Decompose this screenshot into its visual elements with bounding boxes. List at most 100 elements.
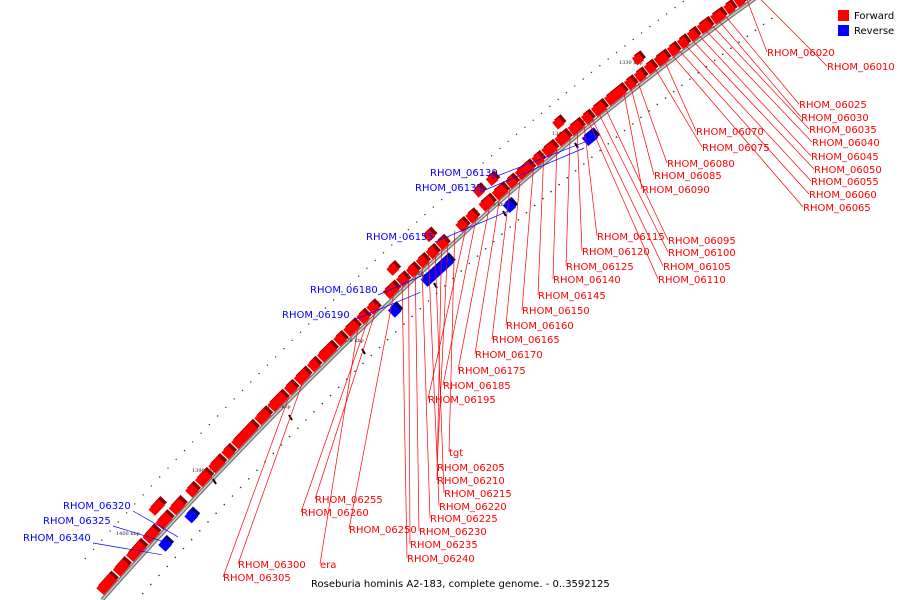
gene-label[interactable]: RHOM_06095 — [668, 236, 736, 247]
gene-label[interactable]: RHOM_06100 — [668, 248, 736, 259]
leader-line — [629, 82, 655, 176]
scale-dots — [84, 0, 773, 595]
gene-label[interactable]: RHOM_06215 — [444, 489, 512, 500]
leader-line — [537, 153, 545, 296]
gene-label[interactable]: RHOM_06120 — [582, 247, 650, 258]
scale-dot — [457, 184, 459, 186]
gene-label[interactable]: RHOM_06075 — [702, 143, 770, 154]
scale-dot — [272, 452, 275, 455]
scale-dot — [640, 116, 642, 119]
gene-label[interactable]: RHOM_06210 — [437, 476, 505, 487]
gene-label[interactable]: RHOM_06320 — [63, 501, 131, 512]
gene-label[interactable]: RHOM_06340 — [23, 533, 91, 544]
gene-label[interactable]: RHOM_06195 — [428, 395, 496, 406]
gene-label[interactable]: RHOM_06205 — [437, 463, 505, 474]
legend-forward-label: Forward — [854, 11, 894, 22]
forward-gene — [254, 408, 272, 426]
gene-label[interactable]: RHOM_06255 — [315, 495, 383, 506]
leader-line — [319, 319, 360, 565]
leader-line — [491, 136, 598, 179]
scale-dot — [357, 275, 360, 277]
scale-dot — [354, 370, 356, 373]
gene-label[interactable]: RHOM_06025 — [799, 100, 867, 111]
gene-label[interactable]: RHOM_06165 — [492, 335, 560, 346]
leader-line — [682, 41, 812, 182]
gene-label[interactable]: RHOM_06300 — [238, 560, 306, 571]
gene-label[interactable]: RHOM_06325 — [43, 516, 111, 527]
gene-label[interactable]: RHOM_06160 — [506, 321, 574, 332]
gene-label[interactable]: RHOM_06220 — [439, 502, 507, 513]
scale-dot — [141, 592, 144, 595]
gene-label[interactable]: RHOM_06235 — [410, 540, 478, 551]
gene-label[interactable]: RHOM_06080 — [667, 159, 735, 170]
gene-label[interactable]: RHOM_06060 — [809, 190, 877, 201]
forward-gene — [267, 391, 288, 412]
gene-label[interactable]: RHOM_06070 — [696, 127, 764, 138]
gene-label[interactable]: RHOM_06115 — [597, 232, 665, 243]
gene-label[interactable]: RHOM_06065 — [803, 203, 871, 214]
gene-label[interactable]: RHOM_06050 — [814, 165, 882, 176]
leader-line — [421, 260, 431, 519]
forward-gene — [231, 421, 259, 450]
scale-dot — [762, 23, 765, 26]
leader-line — [635, 77, 668, 164]
forward-gene — [491, 184, 509, 201]
gene-label[interactable]: RHOM_06125 — [566, 262, 634, 273]
scale-dot — [509, 226, 512, 228]
scale-dot — [689, 78, 691, 80]
forward-gene — [316, 342, 337, 363]
scale-dot — [574, 85, 576, 87]
forward-gene — [643, 61, 657, 75]
gene-label[interactable]: RHOM_06130 — [430, 168, 498, 179]
gene-label[interactable]: RHOM_06175 — [458, 366, 526, 377]
scale-dot — [540, 112, 543, 115]
gene-label[interactable]: RHOM_06085 — [654, 171, 722, 182]
gene-label[interactable]: RHOM_06055 — [811, 177, 879, 188]
gene-label[interactable]: RHOM_06105 — [663, 262, 731, 273]
gene-label[interactable]: RHOM_06110 — [658, 275, 726, 286]
gene-label[interactable]: RHOM_06035 — [809, 125, 877, 136]
gene-label[interactable]: RHOM_06145 — [538, 291, 606, 302]
gene-label[interactable]: RHOM_06140 — [553, 275, 621, 286]
scale-dot — [288, 435, 291, 438]
scale-dot — [590, 71, 593, 74]
gene-label[interactable]: RHOM_06150 — [522, 306, 590, 317]
gene-label[interactable]: RHOM_06250 — [349, 525, 417, 536]
forward-gene — [155, 512, 173, 530]
gene-label[interactable]: RHOM_06090 — [642, 185, 710, 196]
gene-label[interactable]: RHOM_06180 — [310, 285, 378, 296]
gene-label[interactable]: RHOM_06260 — [301, 508, 369, 519]
gene-label[interactable]: RHOM_06225 — [430, 514, 498, 525]
gene-label[interactable]: RHOM_06190 — [282, 310, 350, 321]
gene-label[interactable]: RHOM_06240 — [407, 554, 475, 565]
leader-line — [722, 12, 800, 105]
scale-dot — [419, 307, 422, 310]
gene-label[interactable]: RHOM_06045 — [811, 152, 879, 163]
forward-gene — [422, 229, 436, 243]
gene-label[interactable]: RHOM_06185 — [443, 381, 511, 392]
gene-label[interactable]: RHOM_06040 — [812, 138, 880, 149]
gene-label[interactable]: RHOM_06135 — [415, 183, 483, 194]
scale-dot — [476, 255, 479, 257]
gene-label[interactable]: RHOM_06305 — [223, 573, 291, 584]
scale-dot — [474, 169, 476, 171]
forward-gene — [356, 310, 370, 325]
scale-tick — [212, 478, 217, 485]
gene-label[interactable]: RHOM_06010 — [827, 62, 895, 73]
gene-label[interactable]: tgt — [449, 448, 463, 459]
forward-gene — [195, 469, 213, 488]
gene-label[interactable]: RHOM_06230 — [419, 527, 487, 538]
forward-gene — [208, 456, 226, 474]
forward-gene — [112, 559, 130, 577]
scale-tick — [361, 348, 366, 355]
scale-dot — [333, 299, 335, 301]
gene-label[interactable]: RHOM_06030 — [801, 113, 869, 124]
gene-label[interactable]: RHOM_06155 — [366, 232, 434, 243]
scale-dot — [542, 197, 544, 200]
forward-gene — [504, 175, 519, 189]
gene-label[interactable]: RHOM_06020 — [767, 48, 835, 59]
gene-label[interactable]: era — [320, 560, 336, 571]
forward-gene — [554, 130, 571, 147]
scale-dot — [208, 423, 211, 426]
gene-label[interactable]: RHOM_06170 — [475, 350, 543, 361]
